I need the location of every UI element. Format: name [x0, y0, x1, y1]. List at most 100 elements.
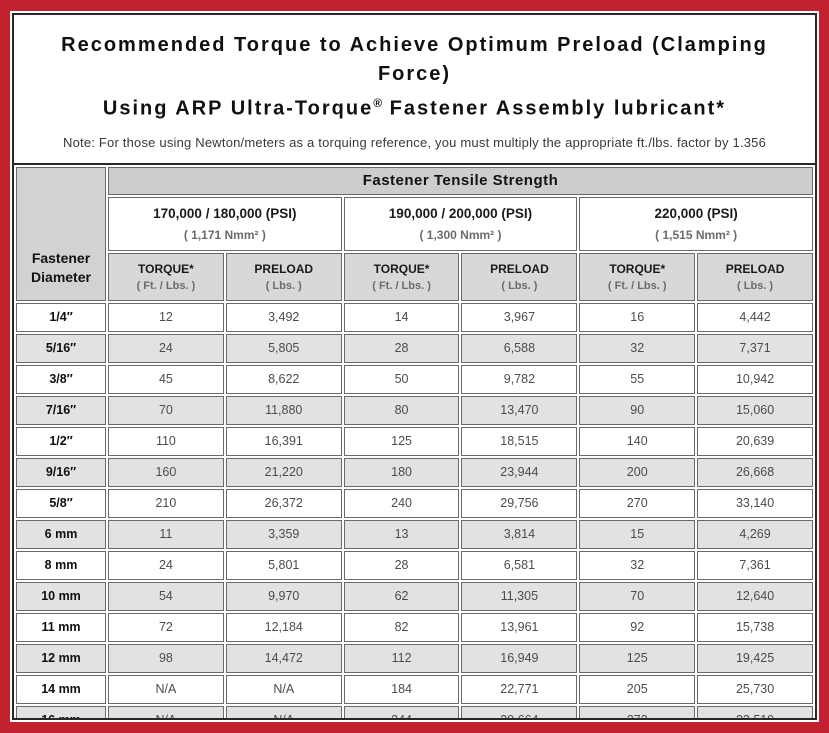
fastener-diameter-cell: 5/16″ [16, 333, 106, 363]
torque-cell: 72 [108, 612, 224, 642]
preload-cell: 11,880 [225, 395, 342, 425]
table-row: 7/16″ 70 11,880 80 13,470 90 15,060 [16, 395, 813, 425]
preload-cell: N/A [225, 705, 342, 718]
fastener-diameter-cell: 12 mm [16, 643, 106, 673]
tensile-strength-header-row: Fastener Diameter Fastener Tensile Stren… [16, 166, 813, 301]
preload-label: PRELOAD [490, 261, 549, 276]
torque-cell: 160 [108, 457, 224, 487]
torque-cell: 110 [108, 426, 224, 456]
fastener-diameter-cell: 14 mm [16, 674, 106, 704]
page-title: Recommended Torque to Achieve Optimum Pr… [24, 31, 805, 124]
preload-unit: ( Lbs. ) [737, 279, 774, 292]
preload-cell: 16,949 [461, 643, 578, 673]
preload-cell: 4,269 [697, 519, 813, 549]
torque-spec-table: Fastener Diameter Fastener Tensile Stren… [14, 162, 815, 718]
tensile-strength-header: Fastener Tensile Strength [108, 166, 813, 195]
torque-cell: 92 [579, 612, 696, 642]
fastener-diameter-header: Fastener Diameter [16, 166, 106, 301]
preload-cell: 33,519 [697, 705, 813, 718]
torque-cell: 80 [343, 395, 460, 425]
document-page: Recommended Torque to Achieve Optimum Pr… [10, 11, 819, 722]
torque-cell: 50 [343, 364, 460, 394]
document-header: Recommended Torque to Achieve Optimum Pr… [14, 15, 815, 150]
torque-cell: 200 [579, 457, 696, 487]
torque-column-header: TORQUE* ( Ft. / Lbs. ) [579, 252, 696, 301]
preload-cell: 8,622 [225, 364, 342, 394]
units-header-row: TORQUE* ( Ft. / Lbs. ) PRELOAD ( Lbs. ) … [16, 252, 813, 301]
psi-label: 190,000 / 200,000 (PSI) [388, 205, 533, 221]
table-header: Fastener Diameter Fastener Tensile Stren… [16, 166, 813, 301]
fastener-diameter-cell: 3/8″ [16, 364, 106, 394]
torque-cell: 32 [579, 550, 696, 580]
fastener-diameter-cell: 1/2″ [16, 426, 106, 456]
torque-unit: ( Ft. / Lbs. ) [136, 279, 196, 292]
table-row: 11 mm 72 12,184 82 13,961 92 15,738 [16, 612, 813, 642]
table-row: 3/8″ 45 8,622 50 9,782 55 10,942 [16, 364, 813, 394]
preload-cell: 7,371 [697, 333, 813, 363]
torque-cell: 82 [343, 612, 460, 642]
torque-cell: 240 [343, 488, 460, 518]
preload-cell: 9,782 [461, 364, 578, 394]
torque-cell: 70 [579, 581, 696, 611]
torque-cell: 15 [579, 519, 696, 549]
torque-cell: 11 [108, 519, 224, 549]
preload-cell: 33,140 [697, 488, 813, 518]
torque-table-body: 1/4″ 12 3,492 14 3,967 16 4,442 5/16″ 24 5,805 28 6… [16, 302, 813, 718]
preload-column-header: PRELOAD ( Lbs. ) [225, 252, 342, 301]
preload-cell: 22,771 [461, 674, 578, 704]
preload-cell: 26,668 [697, 457, 813, 487]
preload-unit: ( Lbs. ) [265, 279, 302, 292]
preload-cell: 5,801 [225, 550, 342, 580]
torque-label: TORQUE* [138, 261, 194, 276]
torque-cell: N/A [108, 674, 224, 704]
fastener-diameter-cell: 6 mm [16, 519, 106, 549]
nmm-label: ( 1,300 Nmm² ) [419, 227, 502, 242]
preload-cell: N/A [225, 674, 342, 704]
psi-label: 220,000 (PSI) [654, 205, 738, 221]
torque-label: TORQUE* [373, 261, 430, 276]
torque-cell: 54 [108, 581, 224, 611]
preload-cell: 11,305 [461, 581, 578, 611]
fastener-diameter-cell: 9/16″ [16, 457, 106, 487]
torque-cell: 90 [579, 395, 696, 425]
torque-cell: N/A [108, 705, 224, 718]
preload-cell: 12,184 [225, 612, 342, 642]
preload-cell: 3,492 [225, 302, 342, 332]
torque-cell: 272 [579, 705, 696, 718]
preload-cell: 7,361 [697, 550, 813, 580]
psi-group-220: 220,000 (PSI) ( 1,515 Nmm² ) [579, 196, 813, 251]
preload-cell: 4,442 [697, 302, 813, 332]
preload-cell: 12,640 [697, 581, 813, 611]
nmm-label: ( 1,171 Nmm² ) [183, 227, 266, 242]
title-line-2-text: Using ARP Ultra-Torque [102, 97, 374, 120]
torque-cell: 16 [579, 302, 696, 332]
torque-cell: 13 [343, 519, 460, 549]
torque-unit: ( Ft. / Lbs. ) [372, 279, 431, 292]
torque-column-header: TORQUE* ( Ft. / Lbs. ) [343, 252, 460, 301]
preload-cell: 3,359 [225, 519, 342, 549]
table-row: 1/2″ 110 16,391 125 18,515 140 20,639 [16, 426, 813, 456]
fastener-diameter-cell: 7/16″ [16, 395, 106, 425]
fastener-diameter-cell: 16 mm [16, 705, 106, 718]
preload-cell: 13,961 [461, 612, 578, 642]
fastener-diameter-header-line1: Fastener [31, 249, 91, 266]
preload-cell: 15,060 [697, 395, 813, 425]
torque-cell: 180 [343, 457, 460, 487]
table-row: 9/16″ 160 21,220 180 23,944 200 26,668 [16, 457, 813, 487]
torque-cell: 28 [343, 333, 460, 363]
preload-cell: 13,470 [461, 395, 578, 425]
torque-cell: 45 [108, 364, 224, 394]
preload-column-header: PRELOAD ( Lbs. ) [461, 252, 578, 301]
torque-cell: 125 [343, 426, 460, 456]
table-row: 5/16″ 24 5,805 28 6,588 32 7,371 [16, 333, 813, 363]
torque-column-header: TORQUE* ( Ft. / Lbs. ) [108, 252, 224, 301]
torque-cell: 24 [108, 333, 224, 363]
torque-cell: 244 [343, 705, 460, 718]
torque-cell: 24 [108, 550, 224, 580]
torque-cell: 205 [579, 674, 696, 704]
preload-column-header: PRELOAD ( Lbs. ) [697, 252, 813, 301]
title-line-2-suffix: Fastener Assembly lubricant* [382, 97, 727, 120]
preload-label: PRELOAD [725, 261, 785, 276]
preload-cell: 10,942 [697, 364, 813, 394]
torque-cell: 270 [579, 488, 696, 518]
